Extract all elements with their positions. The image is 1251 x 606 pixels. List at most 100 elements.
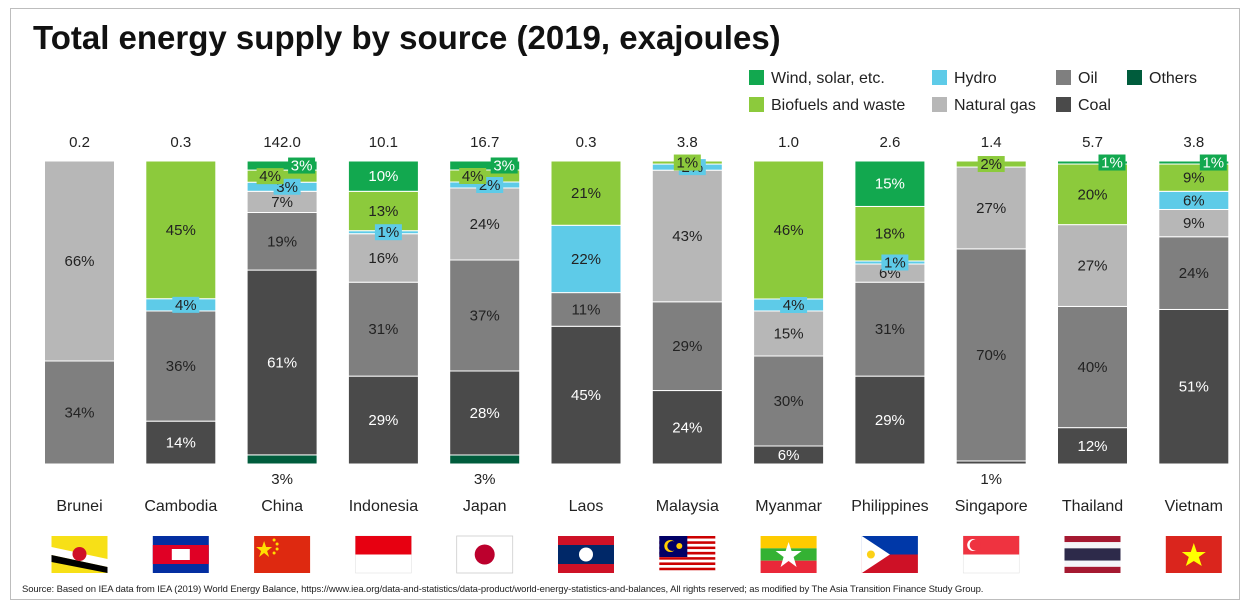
label-china-natural-gas: 7% [271,194,293,211]
bar-laos-biofuels-and-waste [550,160,622,226]
legend-label-others: Others [1149,70,1197,87]
thailand-flag [1064,536,1121,573]
bar-japan-oil [449,259,521,372]
bar-japan-others [449,454,521,465]
label-china-biofuels-and-waste: 4% [259,168,281,185]
label-myanmar-biofuels-and-waste: 46% [774,222,804,239]
label-philippines-oil: 31% [875,321,905,338]
bar-philippines-wind-solar-etc [854,160,926,207]
label-vietnam-hydro: 6% [1183,192,1205,209]
label-vietnam-oil: 24% [1179,265,1209,282]
total-malaysia: 3.8 [677,134,698,151]
bar-laos-hydro [550,224,622,294]
total-philippines: 2.6 [879,134,900,151]
category-malaysia: Malaysia [656,498,719,515]
bar-laos-oil [550,292,622,327]
legend-label-hydro: Hydro [954,70,997,87]
bar-malaysia-natural-gas [651,169,723,303]
label-malaysia-coal: 24% [672,419,702,436]
myanmar-flag [760,536,817,573]
tag-malaysia-biofuels-and-waste [673,154,701,171]
malaysia-flag [659,536,716,573]
total-singapore: 1.4 [981,134,1002,151]
label-thailand-natural-gas: 27% [1077,258,1107,275]
label-cambodia-oil: 36% [166,358,196,375]
label-japan-natural-gas: 24% [470,216,500,233]
bar-indonesia-oil [347,281,419,377]
bar-myanmar-natural-gas [753,310,825,357]
label-malaysia-biofuels-and-waste: 1% [676,155,698,172]
label-brunei-oil: 34% [64,404,94,421]
tag-china-wind-solar-etc [288,157,316,174]
tag-china-biofuels-and-waste [256,168,284,185]
bar-indonesia-wind-solar-etc [347,160,419,192]
category-vietnam: Vietnam [1165,498,1223,515]
label-thailand-biofuels-and-waste: 20% [1077,186,1107,203]
category-singapore: Singapore [955,498,1028,515]
philippines-flag [861,536,918,573]
label-thailand-coal: 12% [1077,438,1107,455]
label-cambodia-coal: 14% [166,435,196,452]
bar-philippines-biofuels-and-waste [854,205,926,262]
label-laos-coal: 45% [571,387,601,404]
total-indonesia: 10.1 [369,134,398,151]
label-indonesia-coal: 29% [368,412,398,429]
label-china-oil: 19% [267,233,297,250]
legend-label-oil: Oil [1078,70,1098,87]
bar-singapore-oil [955,248,1027,462]
label-laos-biofuels-and-waste: 21% [571,185,601,202]
category-thailand: Thailand [1062,498,1123,515]
label-singapore-oil: 70% [976,347,1006,364]
label-china-coal: 61% [267,354,297,371]
total-china: 142.0 [263,134,301,151]
bar-myanmar-oil [753,355,825,447]
total-brunei: 0.2 [69,134,90,151]
bar-japan-natural-gas [449,187,521,261]
bar-malaysia-oil [651,301,723,392]
category-laos: Laos [569,498,604,515]
label-indonesia-hydro: 1% [378,224,400,241]
category-philippines: Philippines [851,498,928,515]
bar-brunei-natural-gas [44,160,115,362]
tag-japan-wind-solar-etc [490,157,518,174]
cambodia-flag [152,536,209,573]
legend-label-natural-gas: Natural gas [954,97,1036,114]
label-thailand-oil: 40% [1077,359,1107,376]
label-vietnam-natural-gas: 9% [1183,215,1205,232]
legend-label-wind-solar-etc: Wind, solar, etc. [771,70,885,87]
label-philippines-hydro: 1% [884,255,906,272]
laos-flag [558,536,614,573]
legend-swatch-oil [1056,70,1071,85]
below-label-japan: 3% [474,471,496,488]
bar-thailand-natural-gas [1057,224,1128,307]
category-indonesia: Indonesia [349,498,418,515]
tag-philippines-hydro [881,254,909,271]
bar-philippines-coal [854,375,926,465]
legend-label-coal: Coal [1078,97,1111,114]
label-japan-biofuels-and-waste: 4% [462,168,484,185]
chart-title: Total energy supply by source (2019, exa… [33,19,781,56]
bar-malaysia-coal [651,390,723,465]
label-myanmar-hydro: 4% [783,297,805,314]
category-brunei: Brunei [56,498,102,515]
legend-swatch-biofuels-and-waste [749,97,764,112]
label-philippines-biofuels-and-waste: 18% [875,226,905,243]
label-indonesia-wind-solar-etc: 10% [368,168,398,185]
legend-swatch-natural-gas [932,97,947,112]
total-thailand: 5.7 [1082,134,1103,151]
bar-japan-coal [449,370,521,456]
bar-vietnam-natural-gas [1158,208,1230,238]
japan-flag [456,535,514,574]
tag-thailand-wind-solar-etc [1098,154,1126,171]
label-cambodia-biofuels-and-waste: 45% [166,222,196,239]
china-flag [254,536,311,573]
label-malaysia-natural-gas: 43% [672,228,702,245]
tag-cambodia-hydro [172,296,200,313]
below-label-singapore: 1% [980,471,1002,488]
bar-myanmar-biofuels-and-waste [753,160,825,300]
total-laos: 0.3 [576,134,597,151]
label-vietnam-wind-solar-etc: 1% [1202,155,1224,172]
below-label-china: 3% [271,471,293,488]
labels: 34% 66% 0.2 Brunei 14% 36% 4% 45% 0.3 Cambodia 61%… [56,134,1227,515]
